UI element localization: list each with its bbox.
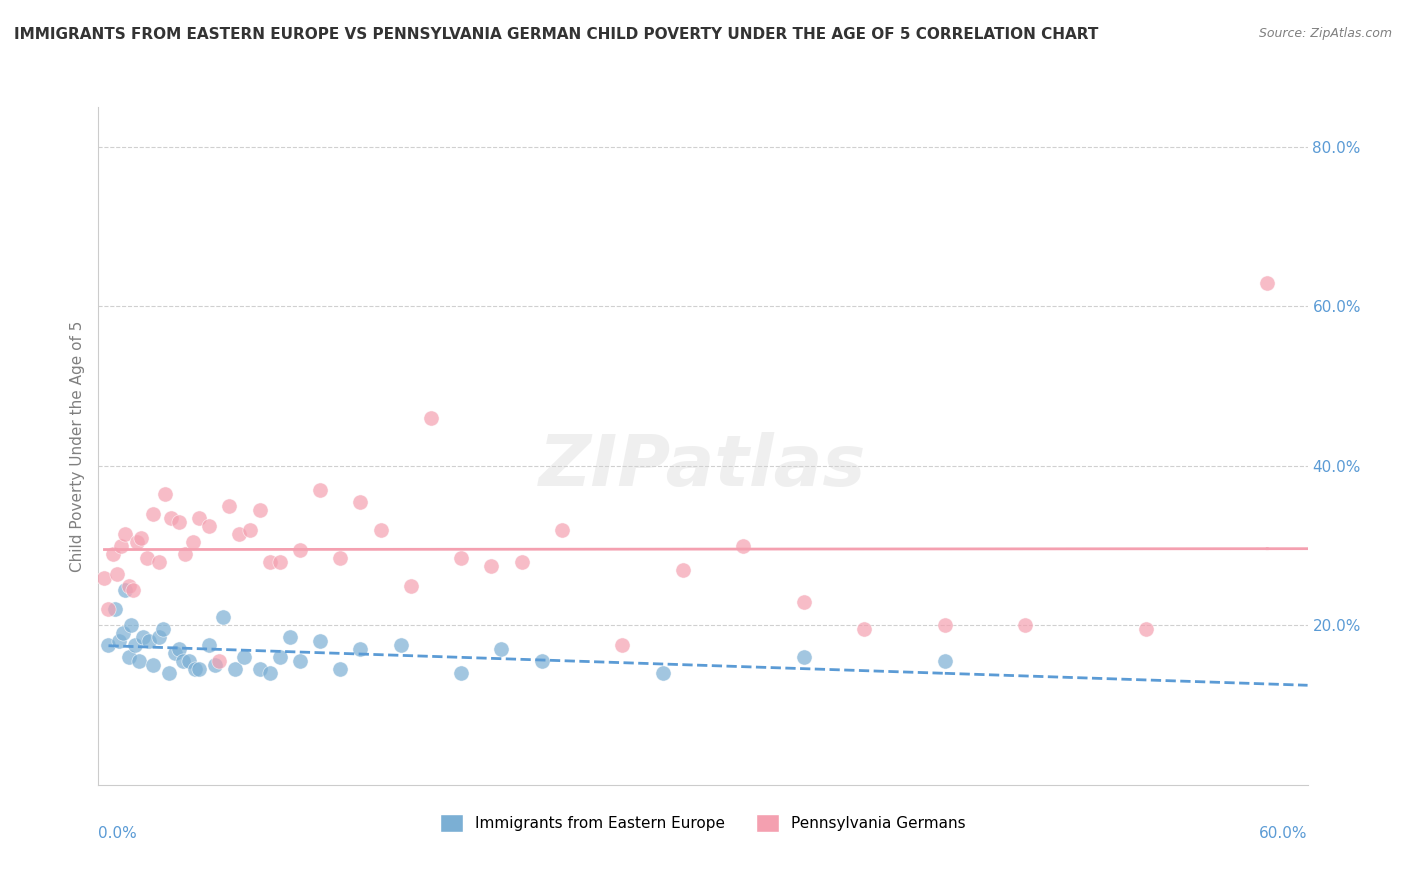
- Point: [128, 654, 150, 668]
- Point: [259, 555, 281, 569]
- Point: [450, 666, 472, 681]
- Point: [184, 662, 207, 676]
- Point: [163, 646, 186, 660]
- Point: [349, 642, 371, 657]
- Text: 60.0%: 60.0%: [1260, 826, 1308, 840]
- Point: [420, 411, 443, 425]
- Point: [142, 507, 165, 521]
- Point: [1135, 623, 1157, 637]
- Point: [129, 531, 152, 545]
- Point: [793, 650, 815, 665]
- Point: [172, 654, 194, 668]
- Point: [153, 487, 176, 501]
- Point: [399, 578, 422, 592]
- Point: [288, 654, 311, 668]
- Point: [551, 523, 574, 537]
- Point: [733, 539, 755, 553]
- Legend: Immigrants from Eastern Europe, Pennsylvania Germans: Immigrants from Eastern Europe, Pennsylv…: [434, 807, 972, 838]
- Point: [651, 666, 673, 681]
- Point: [198, 639, 221, 653]
- Point: [228, 526, 250, 541]
- Point: [491, 642, 513, 657]
- Point: [853, 623, 876, 637]
- Point: [121, 582, 143, 597]
- Point: [530, 654, 553, 668]
- Point: [793, 594, 815, 608]
- Point: [157, 666, 180, 681]
- Point: [125, 534, 148, 549]
- Text: ZIPatlas: ZIPatlas: [540, 432, 866, 500]
- Point: [160, 510, 183, 524]
- Point: [510, 555, 533, 569]
- Point: [97, 639, 120, 653]
- Point: [259, 666, 281, 681]
- Point: [212, 610, 235, 624]
- Point: [103, 602, 125, 616]
- Point: [269, 650, 291, 665]
- Y-axis label: Child Poverty Under the Age of 5: Child Poverty Under the Age of 5: [69, 320, 84, 572]
- Point: [111, 626, 134, 640]
- Point: [118, 578, 141, 592]
- Point: [101, 547, 124, 561]
- Point: [138, 634, 160, 648]
- Point: [232, 650, 254, 665]
- Point: [450, 550, 472, 565]
- Point: [370, 523, 392, 537]
- Point: [188, 662, 211, 676]
- Point: [107, 634, 129, 648]
- Point: [135, 550, 157, 565]
- Point: [481, 558, 503, 573]
- Point: [167, 515, 190, 529]
- Point: [249, 662, 271, 676]
- Point: [672, 563, 695, 577]
- Point: [105, 566, 128, 581]
- Point: [204, 658, 226, 673]
- Point: [152, 623, 174, 637]
- Point: [329, 550, 352, 565]
- Point: [934, 654, 956, 668]
- Point: [208, 654, 231, 668]
- Point: [309, 634, 332, 648]
- Text: IMMIGRANTS FROM EASTERN EUROPE VS PENNSYLVANIA GERMAN CHILD POVERTY UNDER THE AG: IMMIGRANTS FROM EASTERN EUROPE VS PENNSY…: [14, 27, 1098, 42]
- Point: [224, 662, 246, 676]
- Point: [132, 631, 155, 645]
- Point: [239, 523, 262, 537]
- Text: 0.0%: 0.0%: [98, 826, 138, 840]
- Point: [269, 555, 291, 569]
- Point: [110, 539, 132, 553]
- Point: [93, 571, 115, 585]
- Point: [288, 542, 311, 557]
- Point: [309, 483, 332, 497]
- Point: [198, 518, 221, 533]
- Point: [181, 534, 204, 549]
- Point: [349, 495, 371, 509]
- Point: [97, 602, 120, 616]
- Point: [612, 639, 634, 653]
- Point: [218, 499, 240, 513]
- Point: [120, 618, 142, 632]
- Point: [148, 631, 170, 645]
- Point: [1014, 618, 1036, 632]
- Point: [148, 555, 170, 569]
- Point: [114, 526, 136, 541]
- Point: [167, 642, 190, 657]
- Point: [188, 510, 211, 524]
- Point: [114, 582, 136, 597]
- Point: [389, 639, 412, 653]
- Text: Source: ZipAtlas.com: Source: ZipAtlas.com: [1258, 27, 1392, 40]
- Point: [934, 618, 956, 632]
- Point: [179, 654, 201, 668]
- Point: [249, 503, 271, 517]
- Point: [278, 631, 301, 645]
- Point: [118, 650, 141, 665]
- Point: [329, 662, 352, 676]
- Point: [142, 658, 165, 673]
- Point: [124, 639, 146, 653]
- Point: [1256, 276, 1278, 290]
- Point: [174, 547, 197, 561]
